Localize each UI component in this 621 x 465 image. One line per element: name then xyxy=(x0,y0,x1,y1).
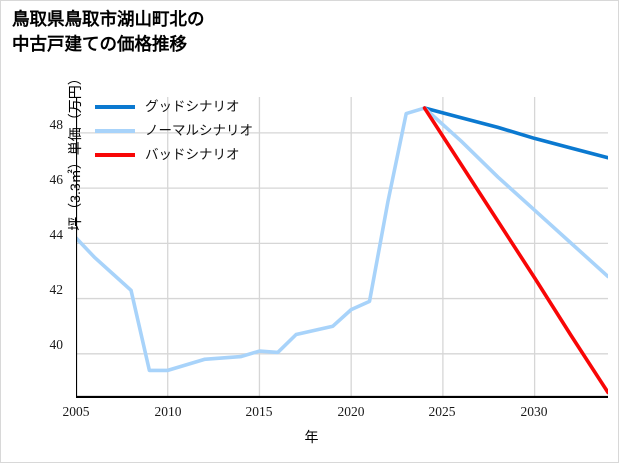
x-tick-2015: 2015 xyxy=(245,404,273,419)
x-tick-2030: 2030 xyxy=(520,404,548,419)
series-line-bad xyxy=(422,106,608,395)
legend-label-normal: ノーマルシナリオ xyxy=(145,123,253,138)
legend-label-bad: バッドシナリオ xyxy=(145,147,240,162)
legend-swatch-good xyxy=(95,105,135,109)
legend-label-good: グッドシナリオ xyxy=(145,99,240,114)
legend-swatch-normal xyxy=(95,129,135,133)
x-tick-2025: 2025 xyxy=(428,404,456,419)
plot-area xyxy=(76,97,608,398)
x-tick-2020: 2020 xyxy=(337,404,365,419)
x-tick-2005: 2005 xyxy=(62,404,90,419)
y-tick-44: 44 xyxy=(49,227,64,242)
page-title: 鳥取県鳥取市湖山町北の 中古戸建ての価格推移 xyxy=(12,9,205,54)
y-tick-46: 46 xyxy=(49,172,64,187)
legend-item-good: グッドシナリオ xyxy=(95,95,253,119)
series-line-normal xyxy=(422,106,608,160)
y-tick-48: 48 xyxy=(49,117,64,132)
legend-item-normal: ノーマルシナリオ xyxy=(95,119,253,143)
y-tick-42: 42 xyxy=(49,282,64,297)
x-axis-label: 年 xyxy=(304,429,319,445)
series-line-good xyxy=(76,106,608,373)
series-lines xyxy=(76,106,608,395)
x-tick-2010: 2010 xyxy=(154,404,182,419)
legend-swatch-bad xyxy=(95,153,135,157)
chart-canvas xyxy=(76,97,608,398)
legend: グッドシナリオ ノーマルシナリオ バッドシナリオ xyxy=(95,95,253,167)
legend-item-bad: バッドシナリオ xyxy=(95,143,253,167)
y-tick-40: 40 xyxy=(49,337,64,352)
gridlines xyxy=(76,97,608,398)
